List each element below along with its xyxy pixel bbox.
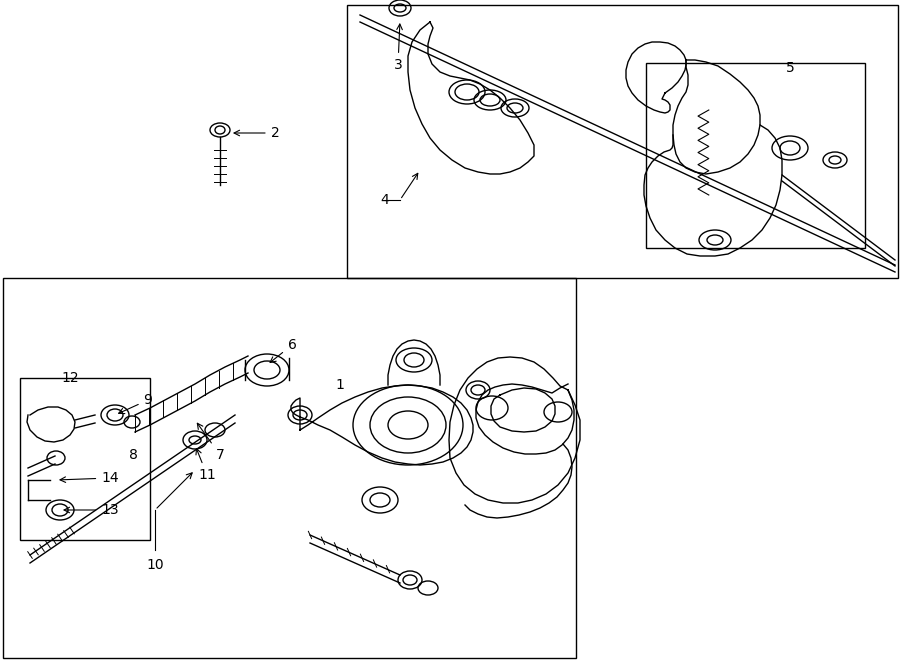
Text: 10: 10: [146, 558, 164, 572]
Bar: [20, 378, 150, 540]
Text: 2: 2: [234, 126, 279, 140]
Text: 1: 1: [336, 378, 345, 392]
Text: 4: 4: [381, 193, 390, 207]
Text: 12: 12: [61, 371, 79, 385]
Text: 8: 8: [129, 448, 138, 462]
Text: 11: 11: [196, 449, 216, 482]
Bar: [347, 5, 898, 278]
Text: 9: 9: [119, 393, 152, 414]
Text: 3: 3: [393, 24, 402, 72]
Text: 7: 7: [197, 423, 224, 462]
Text: 13: 13: [64, 503, 119, 517]
Text: 6: 6: [270, 338, 296, 362]
Bar: [3, 278, 576, 658]
Text: 5: 5: [786, 61, 795, 75]
Bar: [646, 63, 865, 248]
Text: 14: 14: [60, 471, 119, 485]
